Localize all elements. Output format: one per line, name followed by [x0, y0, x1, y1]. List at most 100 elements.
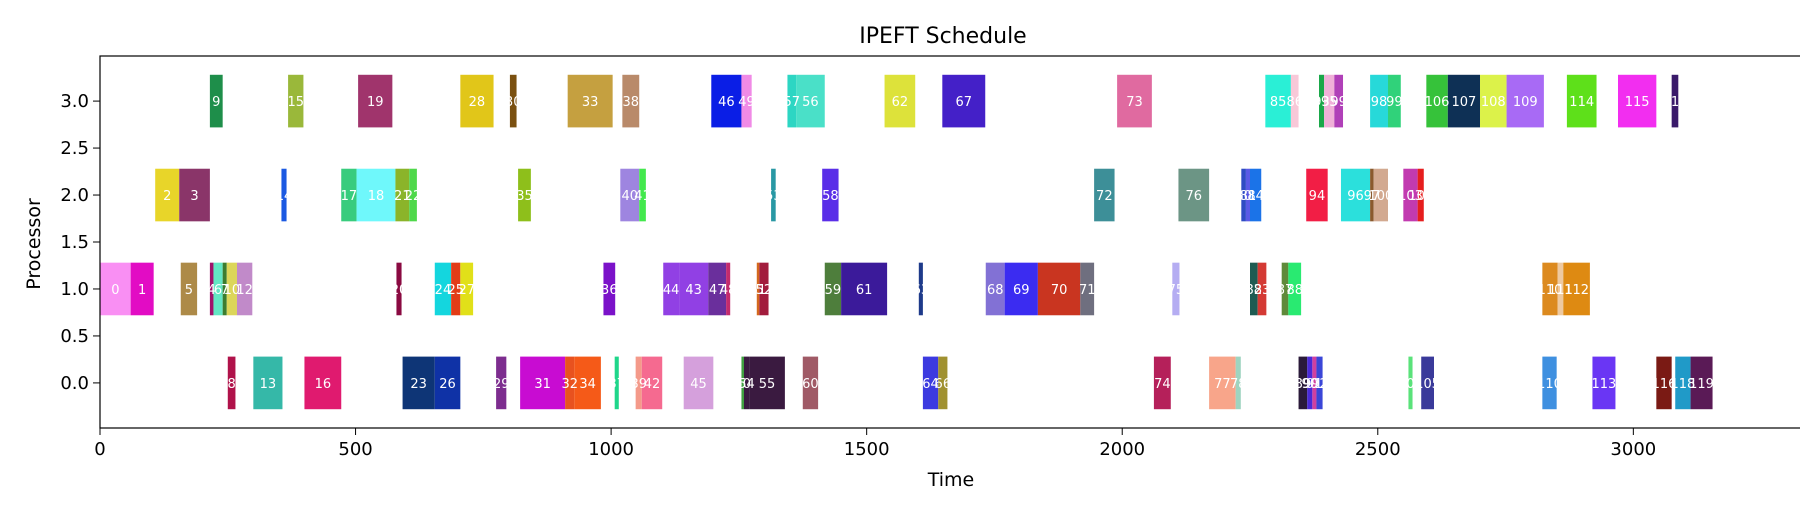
task-label: 64	[922, 377, 939, 392]
task-label: 61	[856, 283, 873, 298]
task-bar	[1316, 356, 1323, 410]
y-tick-label: 0.5	[60, 326, 89, 347]
task-bar	[1004, 262, 1038, 316]
task-bar	[1324, 74, 1335, 128]
task-bar	[708, 262, 727, 316]
task-bar	[1290, 74, 1299, 128]
task-label: 14	[276, 189, 293, 204]
y-tick-label: 0.0	[60, 373, 89, 394]
task-bar	[1656, 356, 1672, 410]
task-bar	[744, 356, 750, 410]
task-bar	[1557, 262, 1564, 316]
task-bar	[1265, 74, 1291, 128]
task-bar	[1421, 356, 1434, 410]
task-label: 58	[822, 189, 839, 204]
task-label: 27	[458, 283, 475, 298]
task-label: 19	[367, 95, 384, 110]
task-bar	[434, 262, 452, 316]
task-bar	[1235, 356, 1241, 410]
task-label: 16	[315, 377, 332, 392]
task-label: 106	[1425, 95, 1450, 110]
task-label: 80	[1235, 189, 1252, 204]
task-bar	[460, 262, 474, 316]
task-bar	[796, 74, 825, 128]
x-tick-label: 0	[94, 439, 105, 460]
task-bars	[100, 74, 1713, 410]
task-label: 48	[720, 283, 737, 298]
task-bar	[1671, 74, 1679, 128]
task-bar	[985, 262, 1005, 316]
task-bar	[1094, 168, 1115, 222]
task-bar	[938, 356, 948, 410]
task-bar	[209, 74, 223, 128]
task-label: 2	[163, 189, 171, 204]
task-bar	[209, 262, 214, 316]
task-label: 56	[802, 95, 819, 110]
task-label: 41	[634, 189, 651, 204]
task-label: 54	[738, 377, 755, 392]
task-bar	[460, 74, 494, 128]
task-label: 104	[1408, 189, 1433, 204]
task-bar	[1690, 356, 1713, 410]
task-bar	[1370, 168, 1374, 222]
task-label: 73	[1126, 95, 1143, 110]
task-bar	[409, 168, 417, 222]
task-label: 39	[630, 377, 647, 392]
task-bar	[281, 168, 287, 222]
x-tick-label: 2000	[1099, 439, 1145, 460]
task-bar	[1618, 74, 1657, 128]
task-bar	[565, 356, 575, 410]
task-label: 67	[956, 95, 973, 110]
task-bar	[822, 168, 839, 222]
task-bar	[1037, 262, 1081, 316]
task-bar	[1447, 74, 1480, 128]
task-bar	[180, 262, 198, 316]
task-label: 84	[1247, 189, 1264, 204]
task-bar	[756, 262, 760, 316]
task-label: 76	[1186, 189, 1203, 204]
task-bar	[641, 356, 663, 410]
task-label: 37	[608, 377, 625, 392]
task-bar	[518, 168, 531, 222]
task-label: 62	[892, 95, 909, 110]
y-tick-label: 1.0	[60, 279, 89, 300]
task-label: 17	[341, 189, 358, 204]
task-bar	[603, 262, 616, 316]
task-bar	[1312, 356, 1317, 410]
task-bar	[1426, 74, 1448, 128]
task-label: 40	[621, 189, 638, 204]
task-label: 30	[505, 95, 522, 110]
task-label: 9	[212, 95, 220, 110]
task-label: 110	[1538, 283, 1563, 298]
task-label: 7	[221, 283, 229, 298]
task-label: 42	[644, 377, 661, 392]
task-label: 1	[138, 283, 146, 298]
task-label: 52	[756, 283, 773, 298]
task-label: 93	[1313, 95, 1330, 110]
task-label: 66	[935, 377, 952, 392]
task-label: 116	[1652, 377, 1677, 392]
task-bar	[771, 168, 776, 222]
task-bar	[1373, 168, 1388, 222]
task-label: 78	[1230, 377, 1247, 392]
task-bar	[683, 356, 714, 410]
task-label: 5	[185, 283, 193, 298]
task-label: 25	[447, 283, 464, 298]
task-label: 18	[368, 189, 385, 204]
task-label: 74	[1154, 377, 1171, 392]
task-label: 36	[601, 283, 618, 298]
task-bar	[1563, 262, 1590, 316]
task-bar	[1319, 74, 1325, 128]
x-axis-title: Time	[927, 469, 975, 491]
x-tick-label: 1500	[844, 439, 890, 460]
task-bar	[614, 356, 619, 410]
task-bar	[726, 262, 731, 316]
task-bar	[749, 356, 785, 410]
task-bar	[1506, 74, 1544, 128]
task-bar	[496, 356, 507, 410]
x-axis-ticks: 0 500 1000 1500 2000 2500 3000	[94, 428, 1656, 460]
y-axis-title: Processor	[23, 198, 45, 290]
task-bar	[918, 262, 923, 316]
task-label: 88	[1286, 283, 1303, 298]
task-label: 60	[802, 377, 819, 392]
